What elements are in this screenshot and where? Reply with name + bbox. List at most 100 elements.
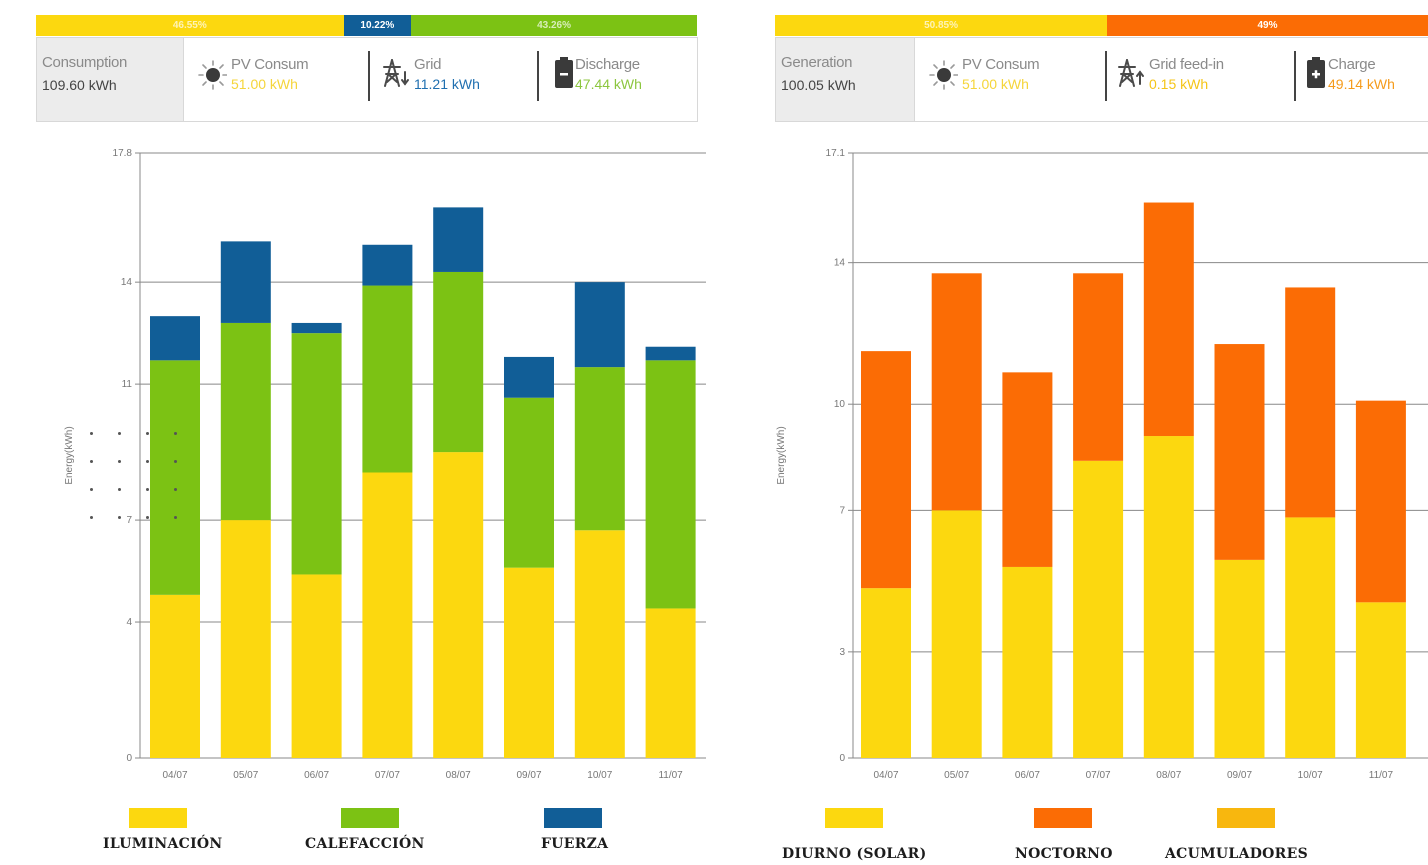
percent-segment-grid: 10.22% [343, 15, 412, 36]
bar-diurno-solar--05-07[interactable] [931, 510, 982, 758]
legend-swatch-iluminacion [129, 808, 187, 828]
bar-diurno-solar--06-07[interactable] [1002, 566, 1053, 758]
bar-noctorno-11-07[interactable] [1355, 400, 1406, 603]
x-tick-label: 09/07 [1227, 770, 1252, 781]
bar-noctorno-09-07[interactable] [1214, 344, 1265, 560]
grid-feed-in-value: 0.15 kWh [1149, 76, 1209, 92]
bar-diurno-solar--09-07[interactable] [1214, 559, 1265, 758]
legend-label-fuerza: FUERZA [541, 836, 609, 852]
bar-fuerza-09-07[interactable] [504, 356, 554, 398]
grid-value: 11.21 kWh [414, 76, 480, 92]
bar-calefacci-n-08-07[interactable] [433, 271, 484, 453]
legend-label-noctorno: NOCTORNO [1015, 846, 1113, 862]
generation-value: 100.05 kWh [781, 77, 856, 93]
consumption-chart: 0 4 7 11 14 17.8 Energy(kWh) 04/07 05/07 06/07 07/… [64, 148, 706, 781]
bar-diurno-solar--08-07[interactable] [1143, 436, 1194, 758]
bar-iluminaci-n-05-07[interactable] [220, 520, 271, 758]
bar-diurno-solar--11-07[interactable] [1355, 602, 1406, 758]
y-tick-label: 17.1 [826, 148, 846, 159]
consumption-summary[interactable]: Consumption 109.60 kWh [37, 38, 184, 121]
sun-icon [929, 60, 958, 90]
y-tick-label: 0 [126, 753, 132, 764]
discharge-stat[interactable]: Discharge 47.44 kWh [549, 38, 694, 121]
generation-chart: 0 3 7 10 14 17.1 Energy(kWh) 04/07 05/07 06/07 07/… [776, 148, 1428, 781]
x-tick-label: 10/07 [587, 770, 612, 781]
x-tick-label: 11/07 [658, 770, 683, 781]
bar-calefacci-n-04-07[interactable] [150, 360, 200, 595]
generation-label: Generation [781, 54, 853, 71]
pv-consum-stat[interactable]: PV Consum 51.00 kWh [928, 38, 1098, 121]
x-tick-label: 06/07 [1015, 770, 1040, 781]
legend-label-acumuladores: ACUMULADORES [1165, 846, 1308, 862]
legend-swatch-acumuladores [1217, 808, 1275, 828]
y-axis-title: Energy(kWh) [64, 426, 75, 484]
bar-diurno-solar--10-07[interactable] [1285, 517, 1336, 758]
bar-noctorno-04-07[interactable] [861, 351, 911, 589]
bar-noctorno-05-07[interactable] [931, 273, 982, 511]
legend-swatch-calefaccion [341, 808, 399, 828]
bar-calefacci-n-06-07[interactable] [291, 333, 342, 575]
grid-stat[interactable]: Grid 11.21 kWh [380, 38, 530, 121]
pv-consum-stat[interactable]: PV Consum 51.00 kWh [197, 38, 367, 121]
y-tick-label: 0 [839, 753, 845, 764]
bar-diurno-solar--04-07[interactable] [861, 588, 911, 758]
divider [368, 51, 370, 101]
bar-fuerza-10-07[interactable] [574, 282, 625, 368]
bar-iluminaci-n-10-07[interactable] [574, 530, 625, 758]
bar-fuerza-08-07[interactable] [433, 207, 484, 272]
consumption-percent-bar: 46.55% 10.22% 43.26% [36, 15, 697, 36]
bar-calefacci-n-10-07[interactable] [574, 367, 625, 531]
battery-charge-icon [1307, 57, 1325, 88]
bar-fuerza-06-07[interactable] [291, 322, 342, 334]
bar-iluminaci-n-09-07[interactable] [504, 567, 554, 758]
charge-value: 49.14 kWh [1328, 76, 1395, 92]
bar-calefacci-n-07-07[interactable] [362, 285, 413, 473]
bar-iluminaci-n-08-07[interactable] [433, 452, 484, 758]
bar-calefacci-n-11-07[interactable] [645, 360, 696, 609]
consumption-stats: Consumption 109.60 kWh PV Consum 51.00 k… [36, 37, 698, 122]
charge-stat[interactable]: Charge 49.14 kWh [1301, 38, 1428, 121]
y-tick-label: 14 [834, 258, 846, 269]
bar-iluminaci-n-06-07[interactable] [291, 574, 342, 758]
x-tick-label: 07/07 [1086, 770, 1111, 781]
x-tick-label: 04/07 [162, 770, 187, 781]
legend-swatch-diurno [825, 808, 883, 828]
bar-diurno-solar--07-07[interactable] [1073, 460, 1124, 758]
x-tick-label: 07/07 [375, 770, 400, 781]
y-tick-label: 10 [834, 399, 846, 410]
x-tick-label: 09/07 [516, 770, 541, 781]
bar-noctorno-07-07[interactable] [1073, 273, 1124, 461]
discharge-label: Discharge [575, 56, 640, 73]
bar-fuerza-11-07[interactable] [645, 346, 696, 361]
bar-calefacci-n-05-07[interactable] [220, 322, 271, 521]
x-tick-label: 10/07 [1298, 770, 1323, 781]
bar-fuerza-04-07[interactable] [150, 316, 200, 361]
legend-label-iluminacion: ILUMINACIÓN [103, 836, 223, 852]
bar-noctorno-06-07[interactable] [1002, 372, 1053, 567]
generation-summary[interactable]: Generation 100.05 kWh [776, 38, 915, 121]
consumption-label: Consumption [42, 54, 128, 71]
divider [1294, 51, 1296, 101]
bar-fuerza-07-07[interactable] [362, 244, 413, 286]
bar-iluminaci-n-11-07[interactable] [645, 608, 696, 758]
sun-icon [198, 60, 227, 90]
y-tick-label: 11 [122, 379, 133, 390]
bar-iluminaci-n-04-07[interactable] [150, 594, 200, 758]
pv-consum-value: 51.00 kWh [962, 76, 1029, 92]
grid-feed-in-stat[interactable]: Grid feed-in 0.15 kWh [1115, 38, 1275, 121]
x-tick-label: 11/07 [1369, 770, 1394, 781]
divider [537, 51, 539, 101]
bar-fuerza-05-07[interactable] [220, 241, 271, 323]
bar-calefacci-n-09-07[interactable] [504, 397, 554, 568]
percent-segment-pv: 50.85% [775, 15, 1108, 36]
bar-noctorno-10-07[interactable] [1285, 287, 1336, 518]
percent-segment-discharge: 43.26% [411, 15, 697, 36]
discharge-value: 47.44 kWh [575, 76, 642, 92]
generation-stats: Generation 100.05 kWh PV Consum 51.00 kW… [775, 37, 1428, 122]
power-tower-icon [383, 59, 409, 87]
bar-noctorno-08-07[interactable] [1143, 202, 1194, 437]
x-tick-label: 06/07 [304, 770, 329, 781]
percent-segment-charge: 49% [1107, 15, 1428, 36]
bar-iluminaci-n-07-07[interactable] [362, 472, 413, 758]
x-tick-label: 05/07 [233, 770, 258, 781]
